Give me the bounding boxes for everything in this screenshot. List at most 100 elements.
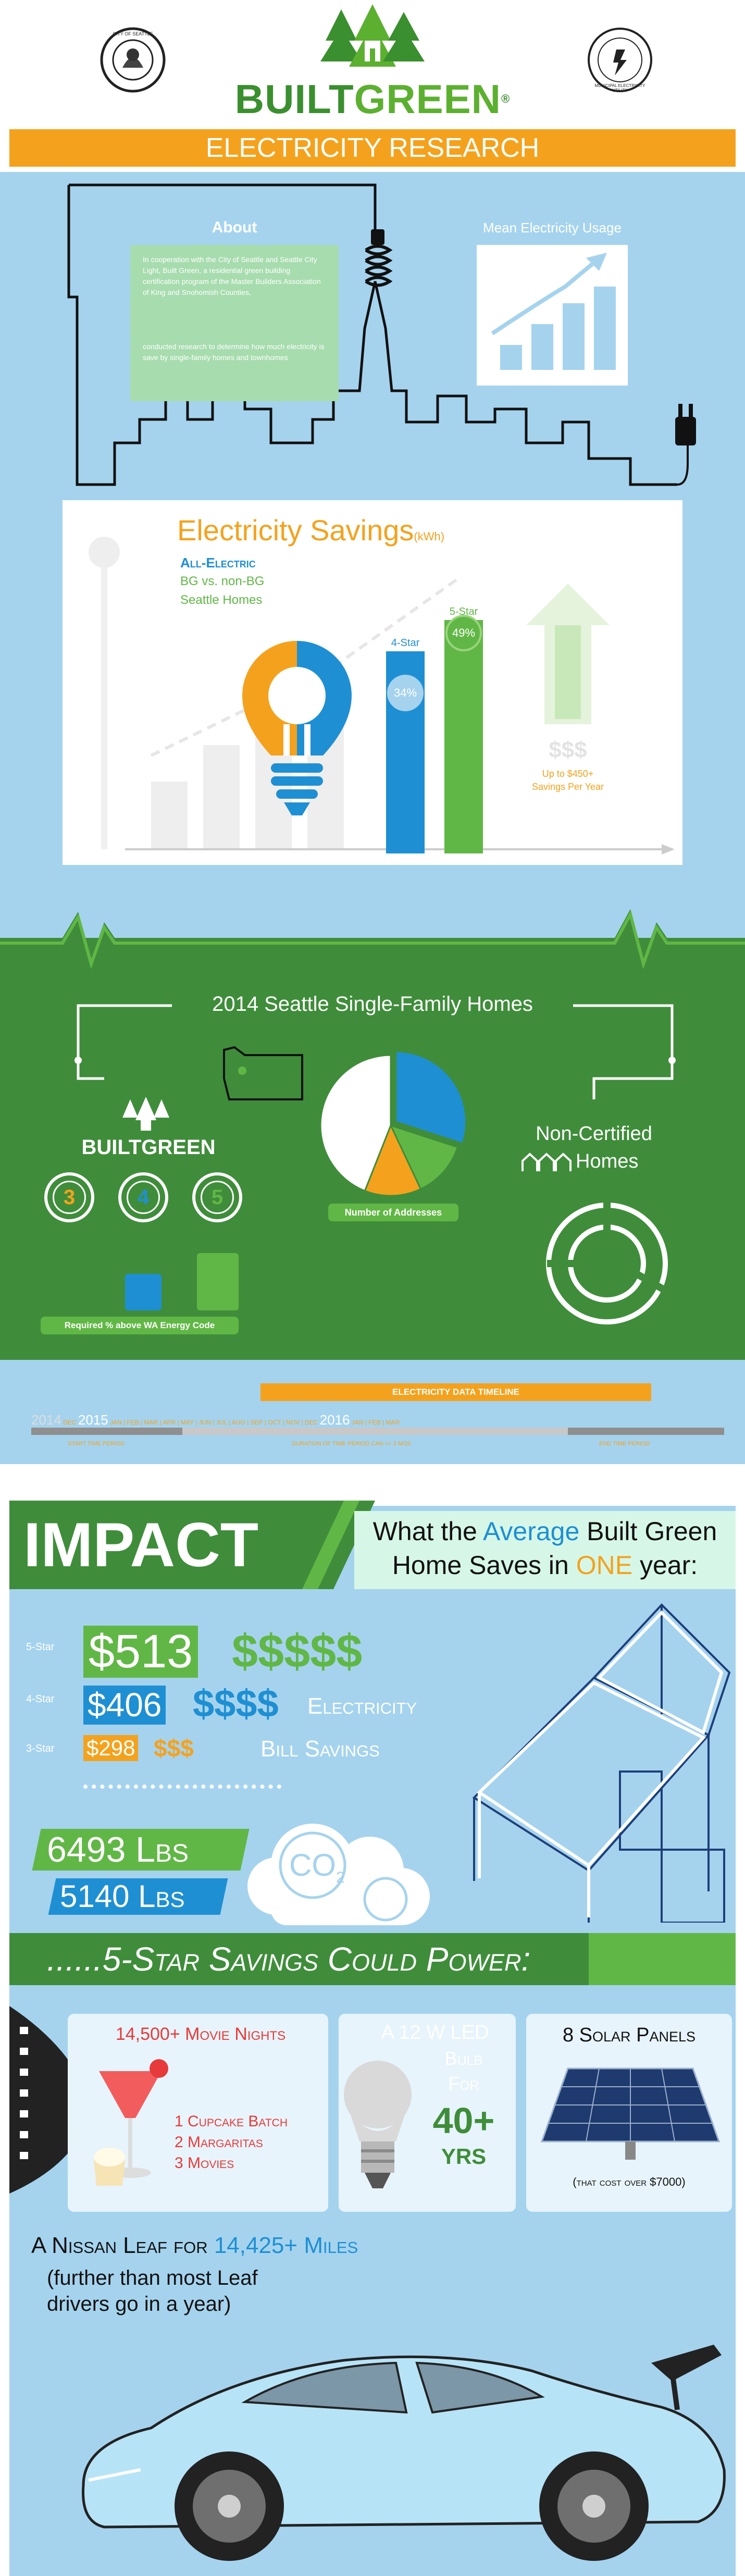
savings-per-year: Savings Per Year xyxy=(531,782,604,792)
noncert-line2: Homes xyxy=(576,1150,639,1172)
leaf-line: A Nissan Leaf for 14,425+ Miles xyxy=(31,2233,358,2258)
brand-logo: BUILTGREEN® xyxy=(234,76,511,122)
four-star-label: 4-Star xyxy=(391,637,420,649)
dollar-signs: $$$ xyxy=(549,737,587,763)
four-star-badge: 34% xyxy=(387,675,424,711)
led-line-2: Bulb xyxy=(444,2048,483,2069)
four-star-tag: 4-Star xyxy=(26,1693,55,1705)
homes-bracket-lines xyxy=(74,1004,676,1099)
led-line-1: A 12 W LED xyxy=(381,2022,489,2044)
research-section: About In cooperation with the City of Se… xyxy=(0,172,745,901)
movie-title: 14,500+ Movie Nights xyxy=(115,2024,286,2044)
movie-item-1: 1 Cupcake Batch xyxy=(175,2113,288,2130)
homes-title: 2014 Seattle Single-Family Homes xyxy=(212,993,533,1015)
savings-bulb-icon xyxy=(237,636,357,823)
impact-heading-bg xyxy=(9,1501,332,1589)
average-box xyxy=(354,1511,736,1589)
code-bar-green xyxy=(197,1253,239,1310)
solar-title: 8 Solar Panels xyxy=(562,2024,696,2046)
leaf-note-2: drivers go in a year) xyxy=(47,2293,231,2315)
timeline-bar-end xyxy=(568,1428,724,1435)
three-star-tag: 3-Star xyxy=(26,1743,55,1754)
about-box: In cooperation with the City of Seattle … xyxy=(130,245,339,401)
power-title: ......5-Star Savings Could Power: xyxy=(47,1940,531,1978)
co2-green-value: 6493 Lbs xyxy=(47,1830,189,1869)
mean-usage-title: Mean Electricity Usage xyxy=(483,220,622,236)
impact-heading: IMPACT xyxy=(23,1510,259,1580)
pie-slice xyxy=(395,1050,467,1145)
average-line-2: Home Saves in ONE year: xyxy=(392,1551,698,1580)
mean-usage-chart xyxy=(477,245,628,386)
timeline-bar xyxy=(31,1428,724,1435)
up-arrow-icon xyxy=(526,584,610,729)
savings-subtitle-2: BG vs. non-BG xyxy=(180,574,265,588)
savings-subtitle-1: All-Electric xyxy=(180,555,256,571)
code-bar-blue xyxy=(125,1274,162,1310)
five-star-value: $513 xyxy=(83,1626,198,1678)
about-paragraph-1: In cooperation with the City of Seattle … xyxy=(143,255,321,296)
power-title-bar-accent xyxy=(589,1933,736,1985)
dotted-divider xyxy=(83,1785,281,1789)
movie-item-2: 2 Margaritas xyxy=(175,2134,263,2151)
timeline-end-label: END TIME PERIOD xyxy=(599,1441,650,1447)
margarita-icon xyxy=(89,2055,172,2201)
timeline-labels: 2014 DEC 2015 JAN | FEB | MAR | APR | MA… xyxy=(31,1412,400,1428)
pie-slice xyxy=(364,1123,422,1197)
led-line-5: YRS xyxy=(441,2144,487,2169)
savings-title: Electricity Savings(kWh) xyxy=(177,514,445,547)
electricity-label: Electricity xyxy=(307,1693,417,1719)
movie-item-3: 3 Movies xyxy=(175,2154,234,2172)
film-strip-icon xyxy=(9,2006,77,2194)
co2-cloud-icon: CO2 xyxy=(229,1808,448,1933)
led-line-4: 40+ xyxy=(432,2100,495,2141)
three-star-value: $298 xyxy=(83,1735,139,1761)
city-seal-left: CITY OF SEATTLE xyxy=(99,26,167,94)
timeline-section: ELECTRICITY DATA TIMELINE 2014 DEC 2015 … xyxy=(0,1360,745,1464)
three-star-signs: $$$ xyxy=(154,1735,194,1762)
house-wireframe-icon xyxy=(464,1600,745,1924)
timeline-bar-start xyxy=(31,1428,182,1435)
about-title: About xyxy=(212,219,257,236)
small-brand-logo: BUILTGREEN xyxy=(81,1136,216,1159)
five-star-badge: 49% xyxy=(445,615,482,651)
nissan-leaf-car-icon xyxy=(73,2313,735,2563)
banner: ELECTRICITY RESEARCH xyxy=(9,129,736,167)
heartbeat-line xyxy=(0,901,745,969)
header: CITY OF SEATTLE MUNICIPAL ELECTRICITY UT… xyxy=(0,0,745,172)
homes-section: 2014 Seattle Single-Family Homes Number … xyxy=(0,901,745,1360)
co2-label: CO2 xyxy=(289,1848,345,1886)
city-light-seal-right: MUNICIPAL ELECTRICITY UTILITY xyxy=(586,26,654,94)
star-3-circle: 3 xyxy=(44,1172,94,1222)
mean-usage-bar xyxy=(500,345,522,370)
five-star-tag: 5-Star xyxy=(26,1641,55,1653)
four-star-value: $406 xyxy=(83,1686,166,1725)
solar-note: (that cost over $7000) xyxy=(573,2175,686,2188)
impact-section: IMPACT What the Average Built Green Home… xyxy=(0,1464,745,1933)
average-line-1: What the Average Built Green xyxy=(372,1517,717,1546)
pie-slice xyxy=(319,1054,392,1192)
mean-usage-bar xyxy=(563,303,585,370)
about-paragraph-2: conducted research to determine how much… xyxy=(143,342,325,362)
five-star-signs: $$$$$ xyxy=(232,1626,363,1678)
washington-map-icon xyxy=(219,1042,307,1105)
led-bulb-icon xyxy=(341,2053,414,2199)
co2-blue-value: 5140 Lbs xyxy=(60,1879,185,1914)
pie-slice xyxy=(389,1124,459,1191)
timeline-start-label: START TIME PERIOD xyxy=(68,1441,125,1447)
timeline-title: ELECTRICITY DATA TIMELINE xyxy=(260,1383,651,1401)
solar-panel-icon xyxy=(537,2058,724,2162)
five-star-label: 5-Star xyxy=(449,606,478,617)
bill-savings-label: Bill Savings xyxy=(260,1736,380,1762)
pie-label: Number of Addresses xyxy=(328,1204,458,1221)
five-star-bar xyxy=(444,620,483,853)
noncert-line1: Non-Certified xyxy=(536,1123,652,1145)
brand-part2: GREEN xyxy=(354,76,501,122)
four-star-signs: $$$$ xyxy=(193,1682,279,1725)
power-section: ......5-Star Savings Could Power: 14,500… xyxy=(0,1933,745,2576)
noncert-ring-icon xyxy=(542,1198,672,1329)
led-line-3: For xyxy=(448,2073,479,2094)
cfl-bulb-icon xyxy=(359,229,396,302)
star-5-circle: 5 xyxy=(192,1172,242,1222)
small-trees-icon xyxy=(120,1097,172,1133)
builtgreen-trees-icon xyxy=(320,4,425,72)
